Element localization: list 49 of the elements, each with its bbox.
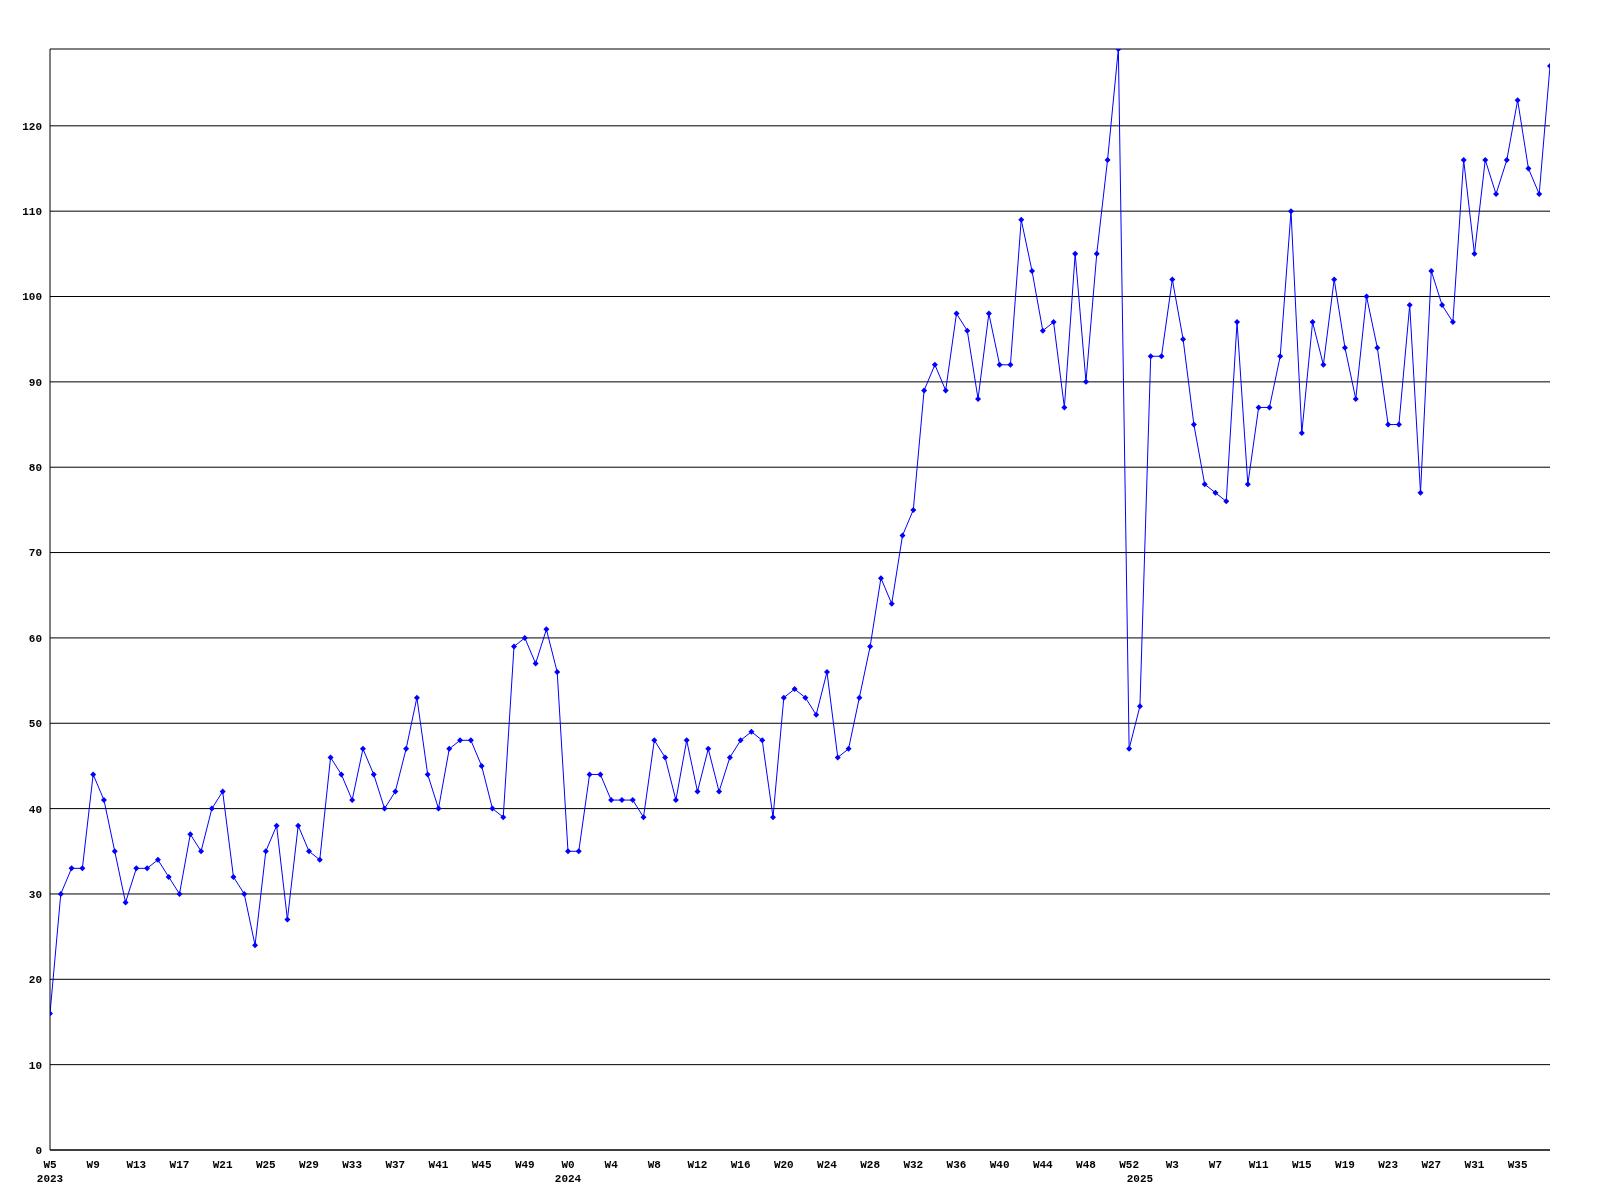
x-tick-label: W7: [1208, 1159, 1223, 1171]
x-tick-label: W48: [1076, 1159, 1097, 1171]
x-tick-label: W35: [1507, 1159, 1528, 1171]
x-tick-label: W3: [1165, 1159, 1180, 1171]
y-tick-label: 110: [22, 206, 42, 219]
x-tick-label: W49: [514, 1159, 535, 1171]
x-tick-label: W40: [989, 1159, 1010, 1171]
y-tick-label: 70: [28, 547, 42, 560]
y-tick-label: 0: [35, 1144, 42, 1157]
x-tick-label: W29: [299, 1159, 319, 1171]
x-tick-label: W17: [169, 1159, 190, 1171]
y-tick-label: 90: [28, 376, 42, 389]
x-tick-label: W15: [1291, 1159, 1313, 1171]
y-tick-label: 50: [28, 718, 42, 731]
x-tick-label: W41: [428, 1159, 449, 1171]
y-tick-label: 120: [22, 120, 42, 133]
x-tick-label: W13: [126, 1159, 147, 1171]
x-tick-label: W45: [471, 1159, 492, 1171]
x-tick-label: 2025: [1126, 1173, 1154, 1185]
y-tick-label: 30: [28, 888, 42, 901]
x-tick-label: W52: [1119, 1159, 1140, 1171]
x-tick-label: W33: [342, 1159, 363, 1171]
y-tick-label: 60: [28, 632, 42, 645]
x-tick-label: W44: [1032, 1159, 1054, 1171]
y-tick-label: 100: [22, 291, 42, 304]
x-tick-label: W19: [1335, 1159, 1355, 1171]
x-tick-label: W5 2023: [36, 1159, 64, 1185]
x-tick-label: W25: [255, 1159, 277, 1171]
y-tick-label: 80: [28, 462, 42, 475]
x-tick-label: W31: [1464, 1159, 1485, 1171]
y-tick-label: 40: [28, 803, 42, 816]
x-tick-label: W16: [730, 1159, 751, 1171]
x-tick-label: W11: [1248, 1159, 1269, 1171]
x-tick-label: W36: [946, 1159, 967, 1171]
y-tick-label: 20: [28, 974, 42, 987]
x-tick-label: W24: [817, 1159, 838, 1171]
x-tick-label: W27: [1421, 1159, 1442, 1171]
y-tick-label: 10: [28, 1059, 42, 1072]
x-tick-label: W23: [1378, 1159, 1399, 1171]
x-tick-label: W37: [385, 1159, 406, 1171]
x-tick-label: W20: [773, 1159, 794, 1171]
x-tick-label: W32: [903, 1159, 924, 1171]
x-tick-label: W8: [647, 1159, 662, 1171]
x-tick-label: W12: [687, 1159, 708, 1171]
x-tick-label: W0 2024: [554, 1159, 582, 1185]
x-tick-label: W9: [86, 1159, 100, 1171]
x-tick-label: W21: [212, 1159, 233, 1171]
x-tick-label: W4: [604, 1159, 619, 1171]
x-tick-label: W28: [860, 1159, 881, 1171]
